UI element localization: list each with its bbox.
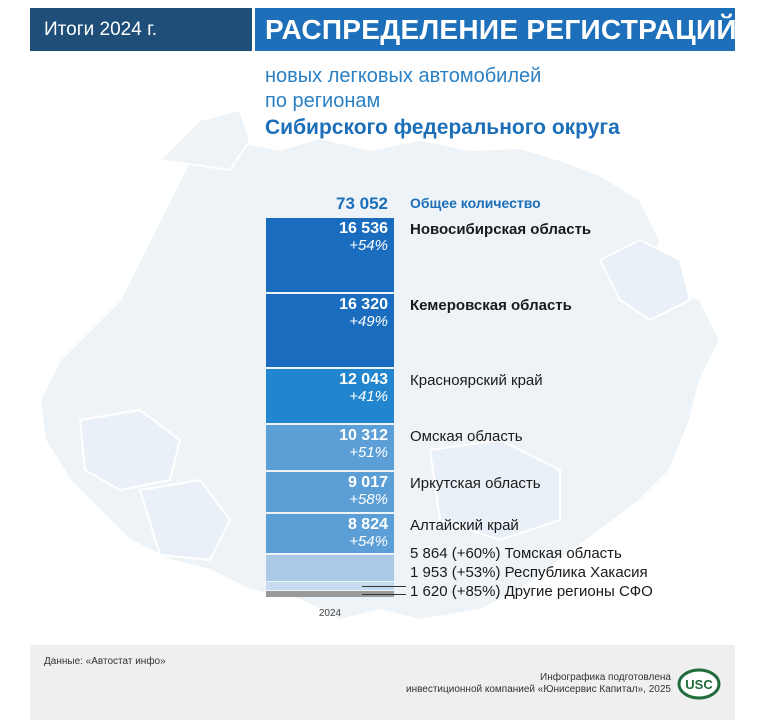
bar-segment xyxy=(266,472,394,512)
leader-line xyxy=(362,594,406,596)
bar-segment xyxy=(266,218,394,293)
total-value: 73 052 xyxy=(336,194,388,213)
bar-segment xyxy=(266,513,394,553)
segment-growth: +58% xyxy=(349,491,388,509)
bar-segment-small xyxy=(266,581,394,590)
bar-segment xyxy=(266,294,394,368)
segment-value: 8 824 xyxy=(347,515,388,533)
bar-segment-small xyxy=(266,590,394,597)
segment-growth: +49% xyxy=(349,313,388,331)
subtitle-line-2: по регионам xyxy=(265,90,381,112)
segment-value: 16 536 xyxy=(339,220,388,237)
leader-line xyxy=(362,586,406,588)
small-segment-label: 5 864 (+60%) Томская область xyxy=(410,545,622,562)
segment-growth: +54% xyxy=(349,532,388,550)
logo-text: USC xyxy=(685,677,713,692)
segment-label: Иркутская область xyxy=(410,475,541,493)
footer-panel xyxy=(30,645,735,720)
bar-segment-small xyxy=(266,554,394,581)
segment-growth: +51% xyxy=(349,443,388,461)
segment-label: Кемеровская область xyxy=(410,297,572,315)
period-badge: Итоги 2024 г. xyxy=(30,8,252,51)
subtitle-line-1: новых легковых автомобилей xyxy=(265,65,542,87)
segment-label: Омская область xyxy=(410,427,523,445)
subtitle-line-3: Сибирского федерального округа xyxy=(265,116,620,139)
segment-growth: +54% xyxy=(349,237,388,254)
segment-growth: +41% xyxy=(349,388,388,406)
credit-line-2: инвестиционной компанией «Юнисервис Капи… xyxy=(405,684,671,695)
segment-label: Красноярский край xyxy=(410,372,543,390)
bar-segment xyxy=(266,424,394,471)
x-tick-label: 2024 xyxy=(318,608,342,619)
data-source: Данные: «Автостат инфо» xyxy=(44,656,166,667)
small-segment-label: 1 953 (+53%) Республика Хакасия xyxy=(410,564,648,581)
small-segment-label: 1 620 (+85%) Другие регионы СФО xyxy=(410,583,653,600)
segment-value: 9 017 xyxy=(347,474,388,492)
segment-label: Новосибирская область xyxy=(410,221,592,238)
total-label: Общее количество xyxy=(410,195,541,211)
usc-logo-icon: USC xyxy=(677,668,721,700)
credit-line-1: Инфографика подготовлена xyxy=(540,672,671,683)
segment-label: Алтайский край xyxy=(410,516,519,534)
bar-segment xyxy=(266,369,394,423)
segment-value: 10 312 xyxy=(339,426,388,444)
segment-value: 12 043 xyxy=(339,371,388,389)
page-title: РАСПРЕДЕЛЕНИЕ РЕГИСТРАЦИЙ xyxy=(255,8,736,51)
segment-value: 16 320 xyxy=(339,296,388,314)
